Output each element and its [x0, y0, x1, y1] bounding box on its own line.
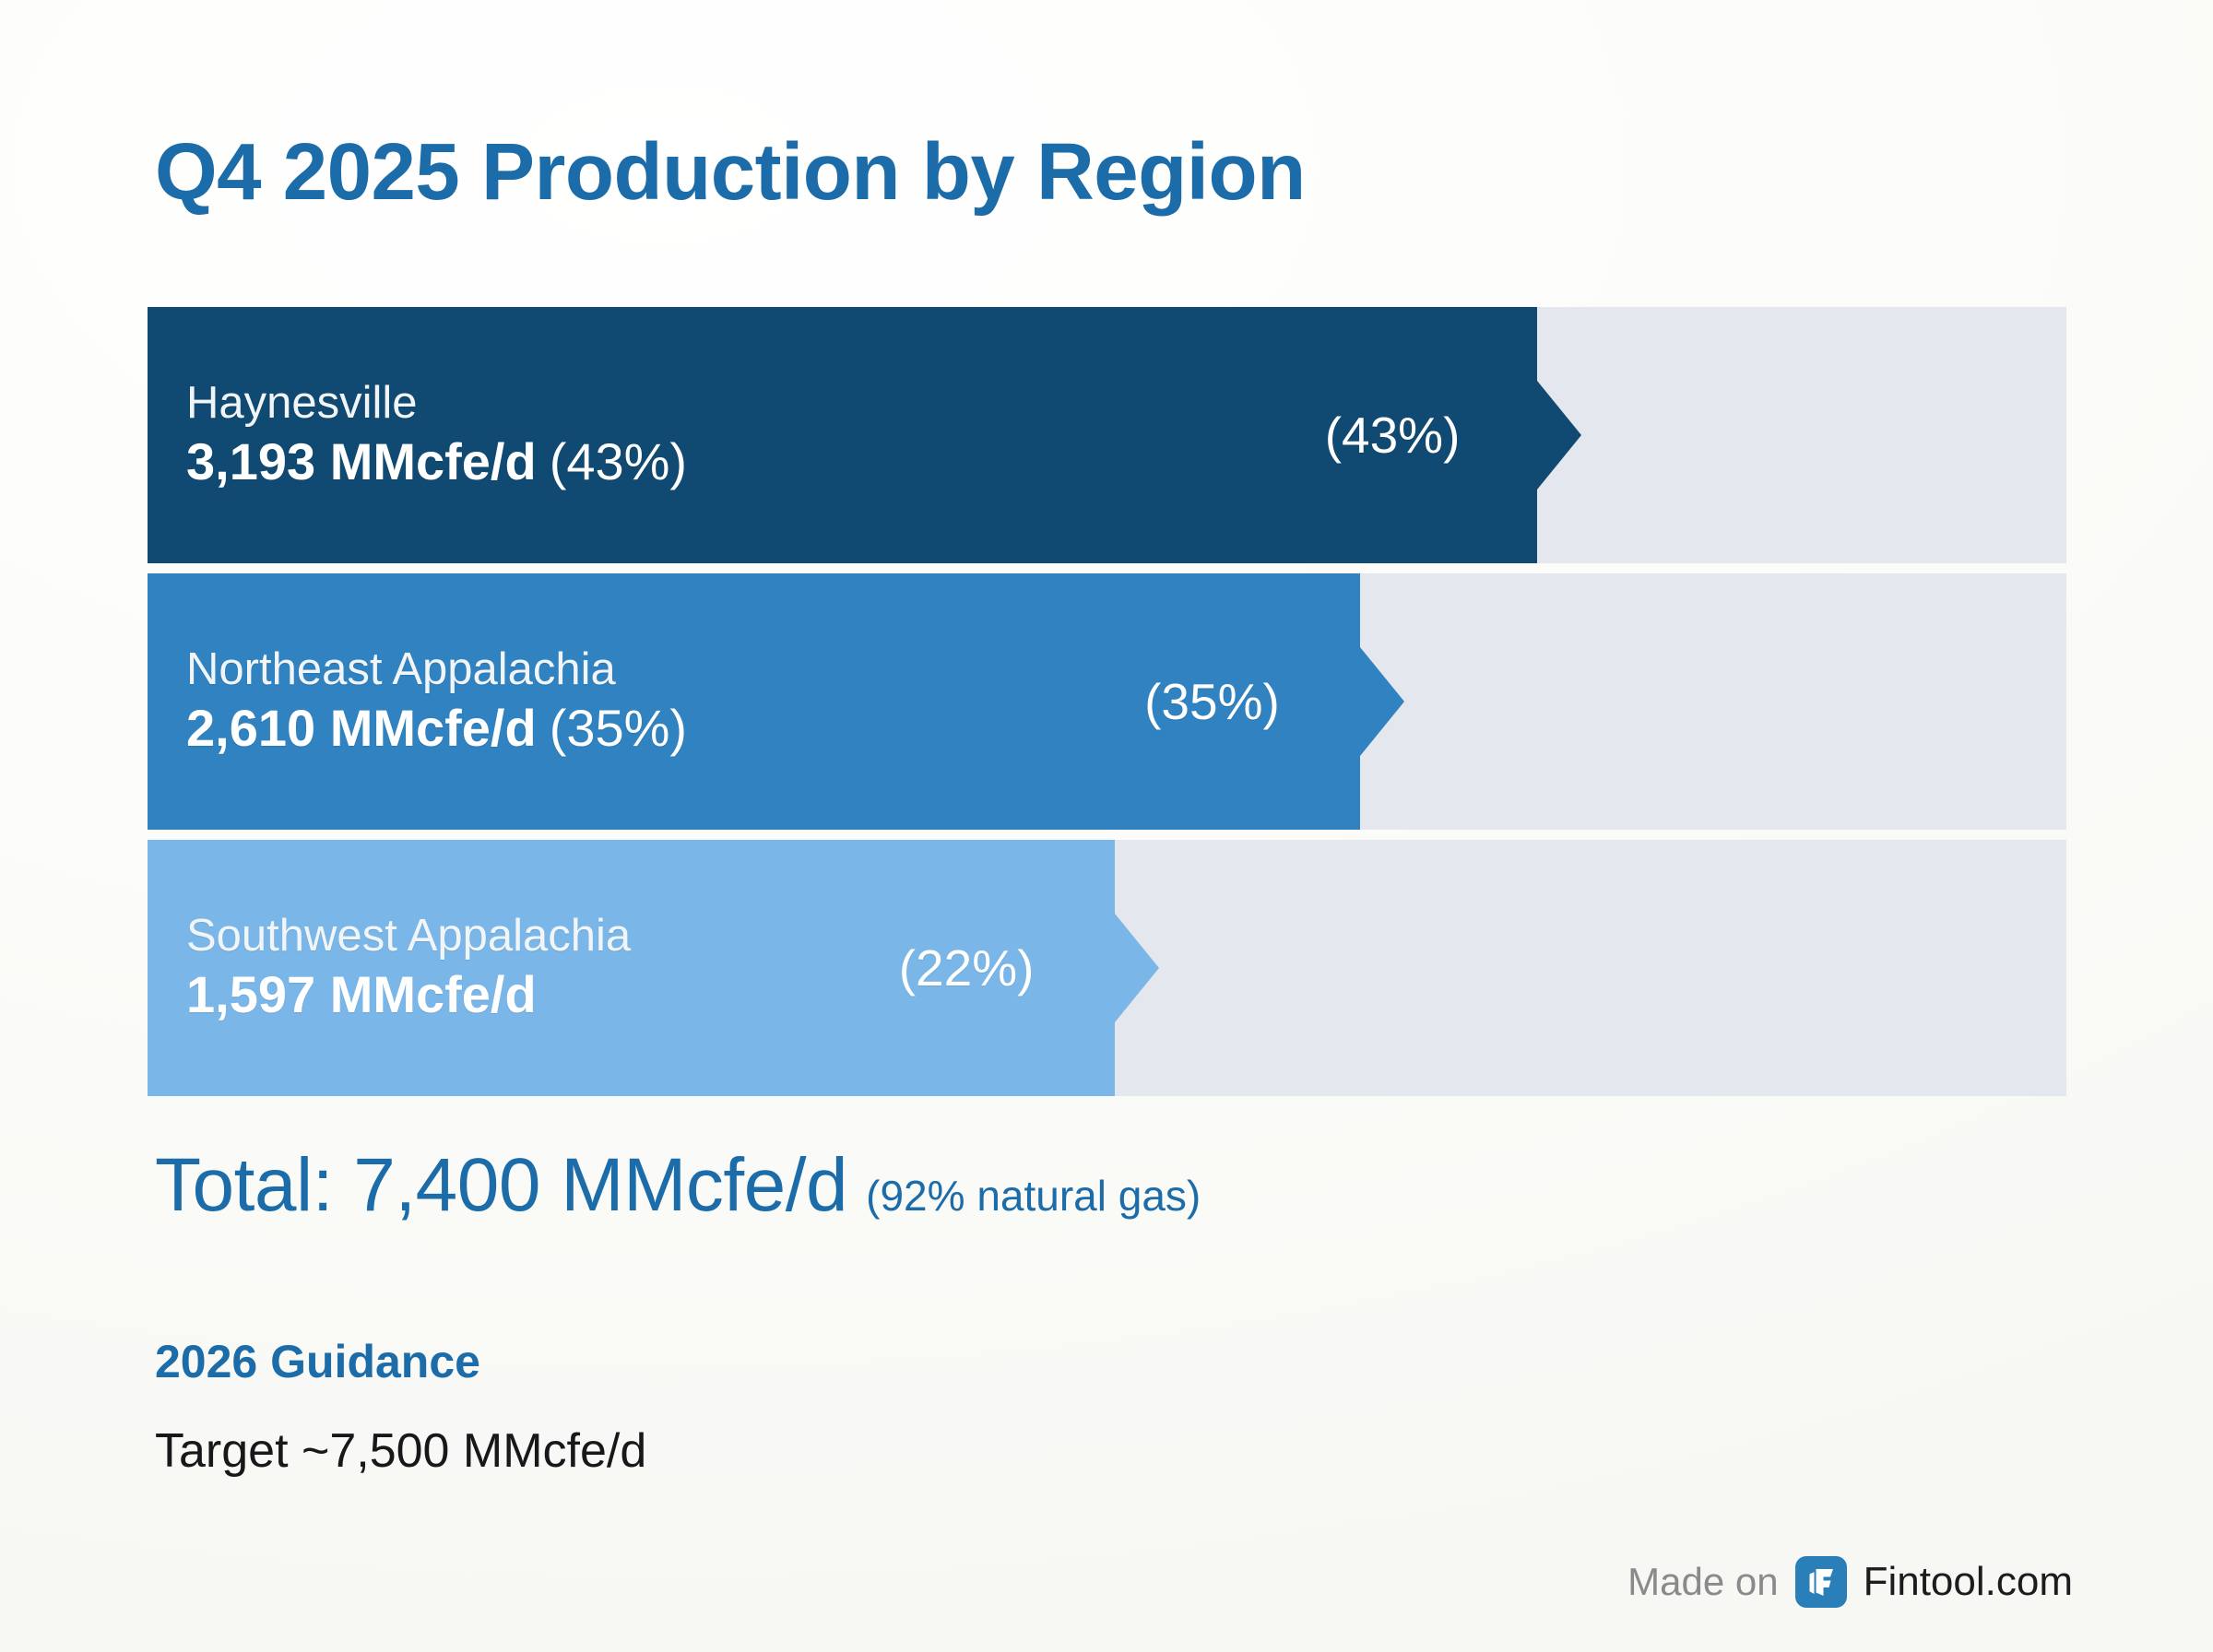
bar-arrow-tip-icon [1536, 307, 1581, 563]
bar-fill-haynesville [148, 307, 1581, 563]
bar-row-northeast-appalachia: Northeast Appalachia 2,610 MMcfe/d (35%) … [148, 573, 2066, 830]
bar-arrow-tip-icon [1114, 840, 1159, 1096]
total-value: Total: 7,400 MMcfe/d [155, 1143, 848, 1227]
total-note: (92% natural gas) [866, 1172, 1201, 1220]
bar-arrow-tip-icon [1360, 573, 1405, 830]
bar-fill-northeast-appalachia [148, 573, 1405, 830]
made-on-label: Made on [1627, 1560, 1779, 1603]
page-title: Q4 2025 Production by Region [155, 127, 1306, 217]
bar-chart: Haynesville 3,193 MMcfe/d (43%) (43%) Nor… [148, 307, 2066, 1096]
fintool-f-logo-icon [1794, 1556, 1847, 1608]
bar-fill-southwest-appalachia [148, 840, 1159, 1096]
brand-name: Fintool.com [1863, 1559, 2073, 1604]
guidance-heading: 2026 Guidance [155, 1336, 480, 1387]
bar-row-haynesville: Haynesville 3,193 MMcfe/d (43%) (43%) [148, 307, 2066, 563]
bar-row-southwest-appalachia: Southwest Appalachia 1,597 MMcfe/d (22%) [148, 840, 2066, 1096]
total-line: Total: 7,400 MMcfe/d (92% natural gas) [155, 1148, 1201, 1223]
guidance-body: Target ~7,500 MMcfe/d [155, 1424, 647, 1478]
footer-watermark: Made on Fintool.com [1627, 1556, 2073, 1608]
